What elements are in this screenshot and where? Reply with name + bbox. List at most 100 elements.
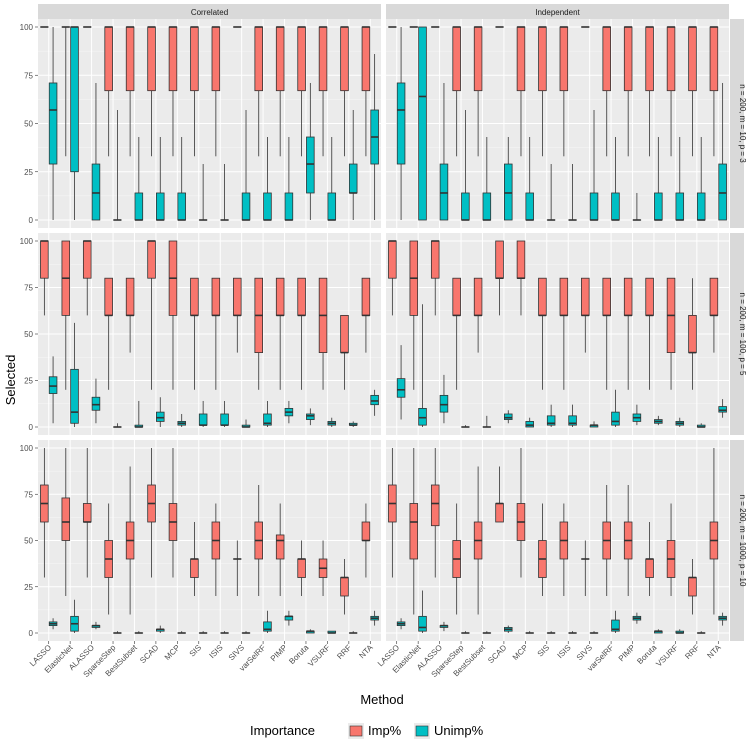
y-tick-label: 50 [24, 330, 33, 339]
facet-row-strip-label-1: n = 200, m = 10, p = 3 [738, 84, 747, 163]
panel-independent-row-1 [386, 19, 729, 228]
y-tick-label: 50 [24, 120, 33, 129]
box-imp-vsurf [318, 277, 328, 390]
box-imp-boruta [297, 277, 306, 390]
box-unimp-lasso [396, 618, 406, 630]
box-imp-sparsestep [104, 26, 113, 157]
box-imp-nta [361, 277, 371, 353]
panel-independent-row-2 [386, 233, 729, 435]
box-unimp-vsurf [327, 417, 337, 427]
facet-strip-correlated [38, 4, 381, 19]
box-imp-sparsestep [452, 277, 461, 390]
y-tick-label: 0 [29, 216, 34, 225]
box-unimp-isis [220, 164, 229, 221]
box-unimp-pimp [284, 400, 294, 424]
box-body [559, 277, 569, 316]
box-body [409, 503, 419, 560]
box-body [602, 26, 611, 92]
facet-row-strip-label-3: n = 200, m = 1000, p = 10 [738, 495, 747, 587]
box-unimp-isis [568, 164, 577, 221]
x-axis-title: Method [360, 692, 403, 707]
box-imp-lasso [40, 240, 49, 316]
box-unimp-sis [198, 631, 208, 634]
box-body [190, 277, 199, 316]
box-unimp-vsurf [675, 417, 685, 427]
box-imp-sis [538, 503, 547, 596]
box-body [198, 413, 208, 426]
facet-strip-label-correlated: Correlated [191, 8, 228, 17]
box-body [538, 277, 547, 316]
box-unimp-isis [568, 404, 577, 427]
box-body [430, 484, 440, 527]
box-imp-pimp [623, 26, 633, 157]
box-unimp-nta [718, 612, 727, 626]
box-body [275, 277, 285, 316]
box-unimp-vsurf [675, 137, 685, 221]
box-unimp-varselrf [263, 400, 272, 427]
box-unimp-vsurf [327, 137, 337, 221]
box-body [418, 615, 427, 632]
box-unimp-mcp [177, 413, 186, 427]
box-body [275, 26, 285, 92]
box-imp-boruta [645, 26, 654, 157]
box-unimp-alasso [439, 374, 449, 424]
box-imp-bestsubset [125, 277, 135, 353]
box-body [147, 26, 156, 92]
box-body [516, 26, 526, 92]
box-body [263, 192, 272, 221]
box-unimp-sparsestep [113, 423, 122, 428]
box-body [452, 26, 461, 92]
box-imp-elasticnet [409, 240, 419, 390]
box-body [220, 413, 229, 426]
box-unimp-pimp [284, 610, 294, 626]
box-body [718, 163, 727, 221]
box-body [177, 192, 186, 221]
box-imp-alasso [430, 240, 440, 316]
box-unimp-lasso [48, 27, 58, 220]
y-tick-label: 0 [29, 423, 34, 432]
box-body [297, 277, 306, 316]
y-tick-label: 0 [29, 629, 34, 638]
box-unimp-alasso [91, 621, 101, 630]
box-unimp-elasticnet [418, 590, 427, 633]
panel-correlated-row-2 [38, 233, 381, 435]
box-imp-boruta [297, 540, 306, 596]
box-unimp-sivs [589, 109, 599, 221]
box-unimp-vsurf [675, 629, 685, 634]
box-body [211, 277, 221, 316]
box-body [348, 163, 358, 194]
box-unimp-nta [718, 399, 727, 418]
box-imp-scad [147, 26, 156, 157]
box-body [263, 621, 272, 632]
box-unimp-isis [220, 400, 229, 427]
box-unimp-boruta [654, 415, 663, 426]
box-unimp-pimp [632, 404, 642, 426]
box-body [430, 240, 440, 279]
box-imp-lasso [40, 448, 49, 578]
box-unimp-scad [504, 410, 513, 424]
box-imp-pimp [623, 277, 633, 390]
box-body [306, 136, 315, 194]
box-body [284, 192, 294, 221]
box-unimp-nta [370, 389, 379, 416]
box-body [318, 26, 328, 92]
box-body [645, 558, 654, 578]
box-body [327, 192, 337, 221]
box-imp-scad [147, 448, 156, 578]
box-body [370, 394, 379, 406]
box-unimp-varselrf [611, 389, 620, 427]
box-imp-pimp [275, 26, 285, 157]
box-imp-sivs [233, 277, 242, 353]
box-imp-elasticnet [61, 26, 71, 157]
box-imp-boruta [297, 26, 306, 157]
box-imp-alasso [430, 448, 440, 578]
box-body [125, 277, 135, 316]
box-body [495, 503, 504, 523]
box-unimp-lasso [48, 356, 58, 424]
box-imp-lasso [388, 448, 397, 578]
box-imp-boruta [645, 522, 654, 596]
box-body [190, 558, 199, 578]
y-tick-label: 50 [24, 537, 33, 546]
box-unimp-mcp [525, 417, 534, 428]
box-unimp-alasso [91, 378, 101, 424]
